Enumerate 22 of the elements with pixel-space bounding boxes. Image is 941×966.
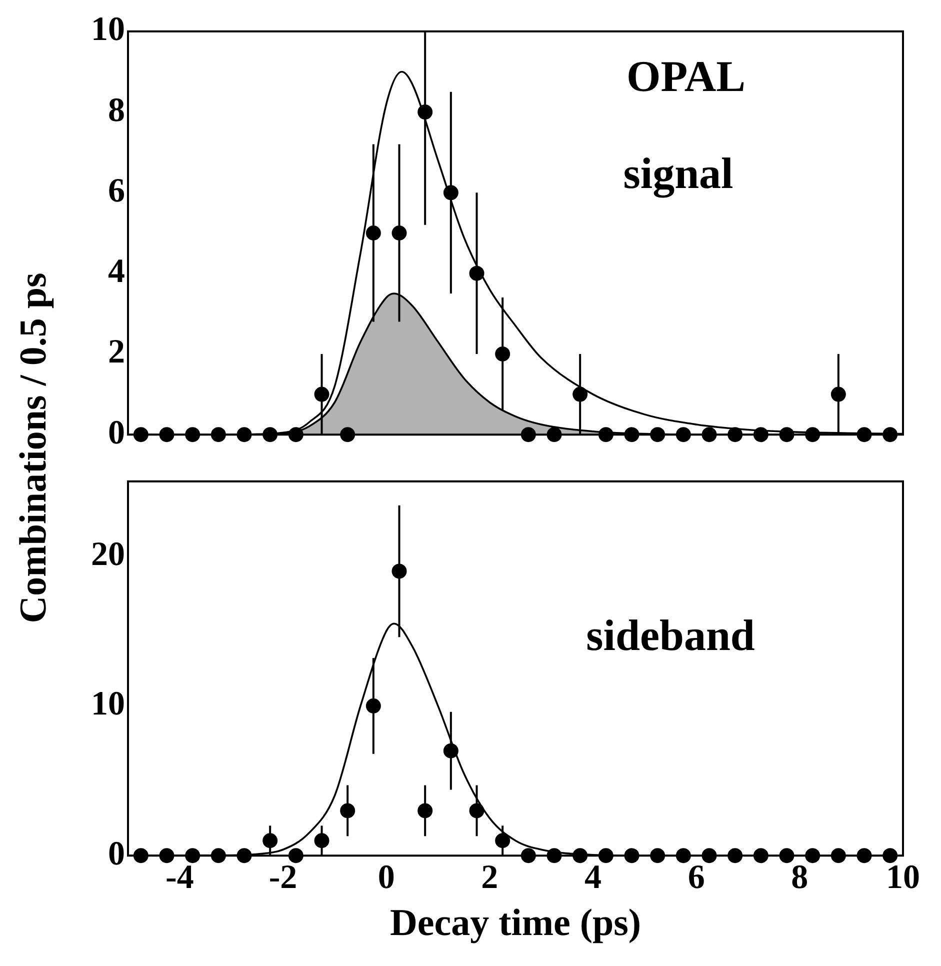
y-tick-label: 0 <box>108 414 125 452</box>
x-tick-label: 0 <box>378 858 395 896</box>
x-tick-label: 10 <box>886 858 920 896</box>
y-tick-label: 2 <box>108 334 125 371</box>
y-tick-label: 0 <box>108 835 125 872</box>
x-tick-label: 2 <box>481 858 498 896</box>
y-tick-label: 8 <box>108 92 125 129</box>
y-axis-title: Combinations / 0.5 ps <box>11 272 55 624</box>
y-tick-label: 20 <box>91 536 125 574</box>
x-tick-label: 4 <box>584 858 602 896</box>
y-tick-label: 10 <box>91 11 125 48</box>
x-axis-title: Decay time (ps) <box>390 902 642 944</box>
x-tick-label: -2 <box>268 858 298 896</box>
annotation: signal <box>623 148 734 198</box>
y-tick-label: 10 <box>91 686 125 723</box>
y-tick-label: 4 <box>108 253 125 290</box>
x-tick-label: 8 <box>791 858 808 896</box>
y-tick-label: 6 <box>108 172 125 210</box>
x-tick-label: 6 <box>688 858 705 896</box>
x-tick-label: -4 <box>166 858 194 896</box>
annotation: OPAL <box>626 52 746 102</box>
annotation: sideband <box>586 610 755 660</box>
